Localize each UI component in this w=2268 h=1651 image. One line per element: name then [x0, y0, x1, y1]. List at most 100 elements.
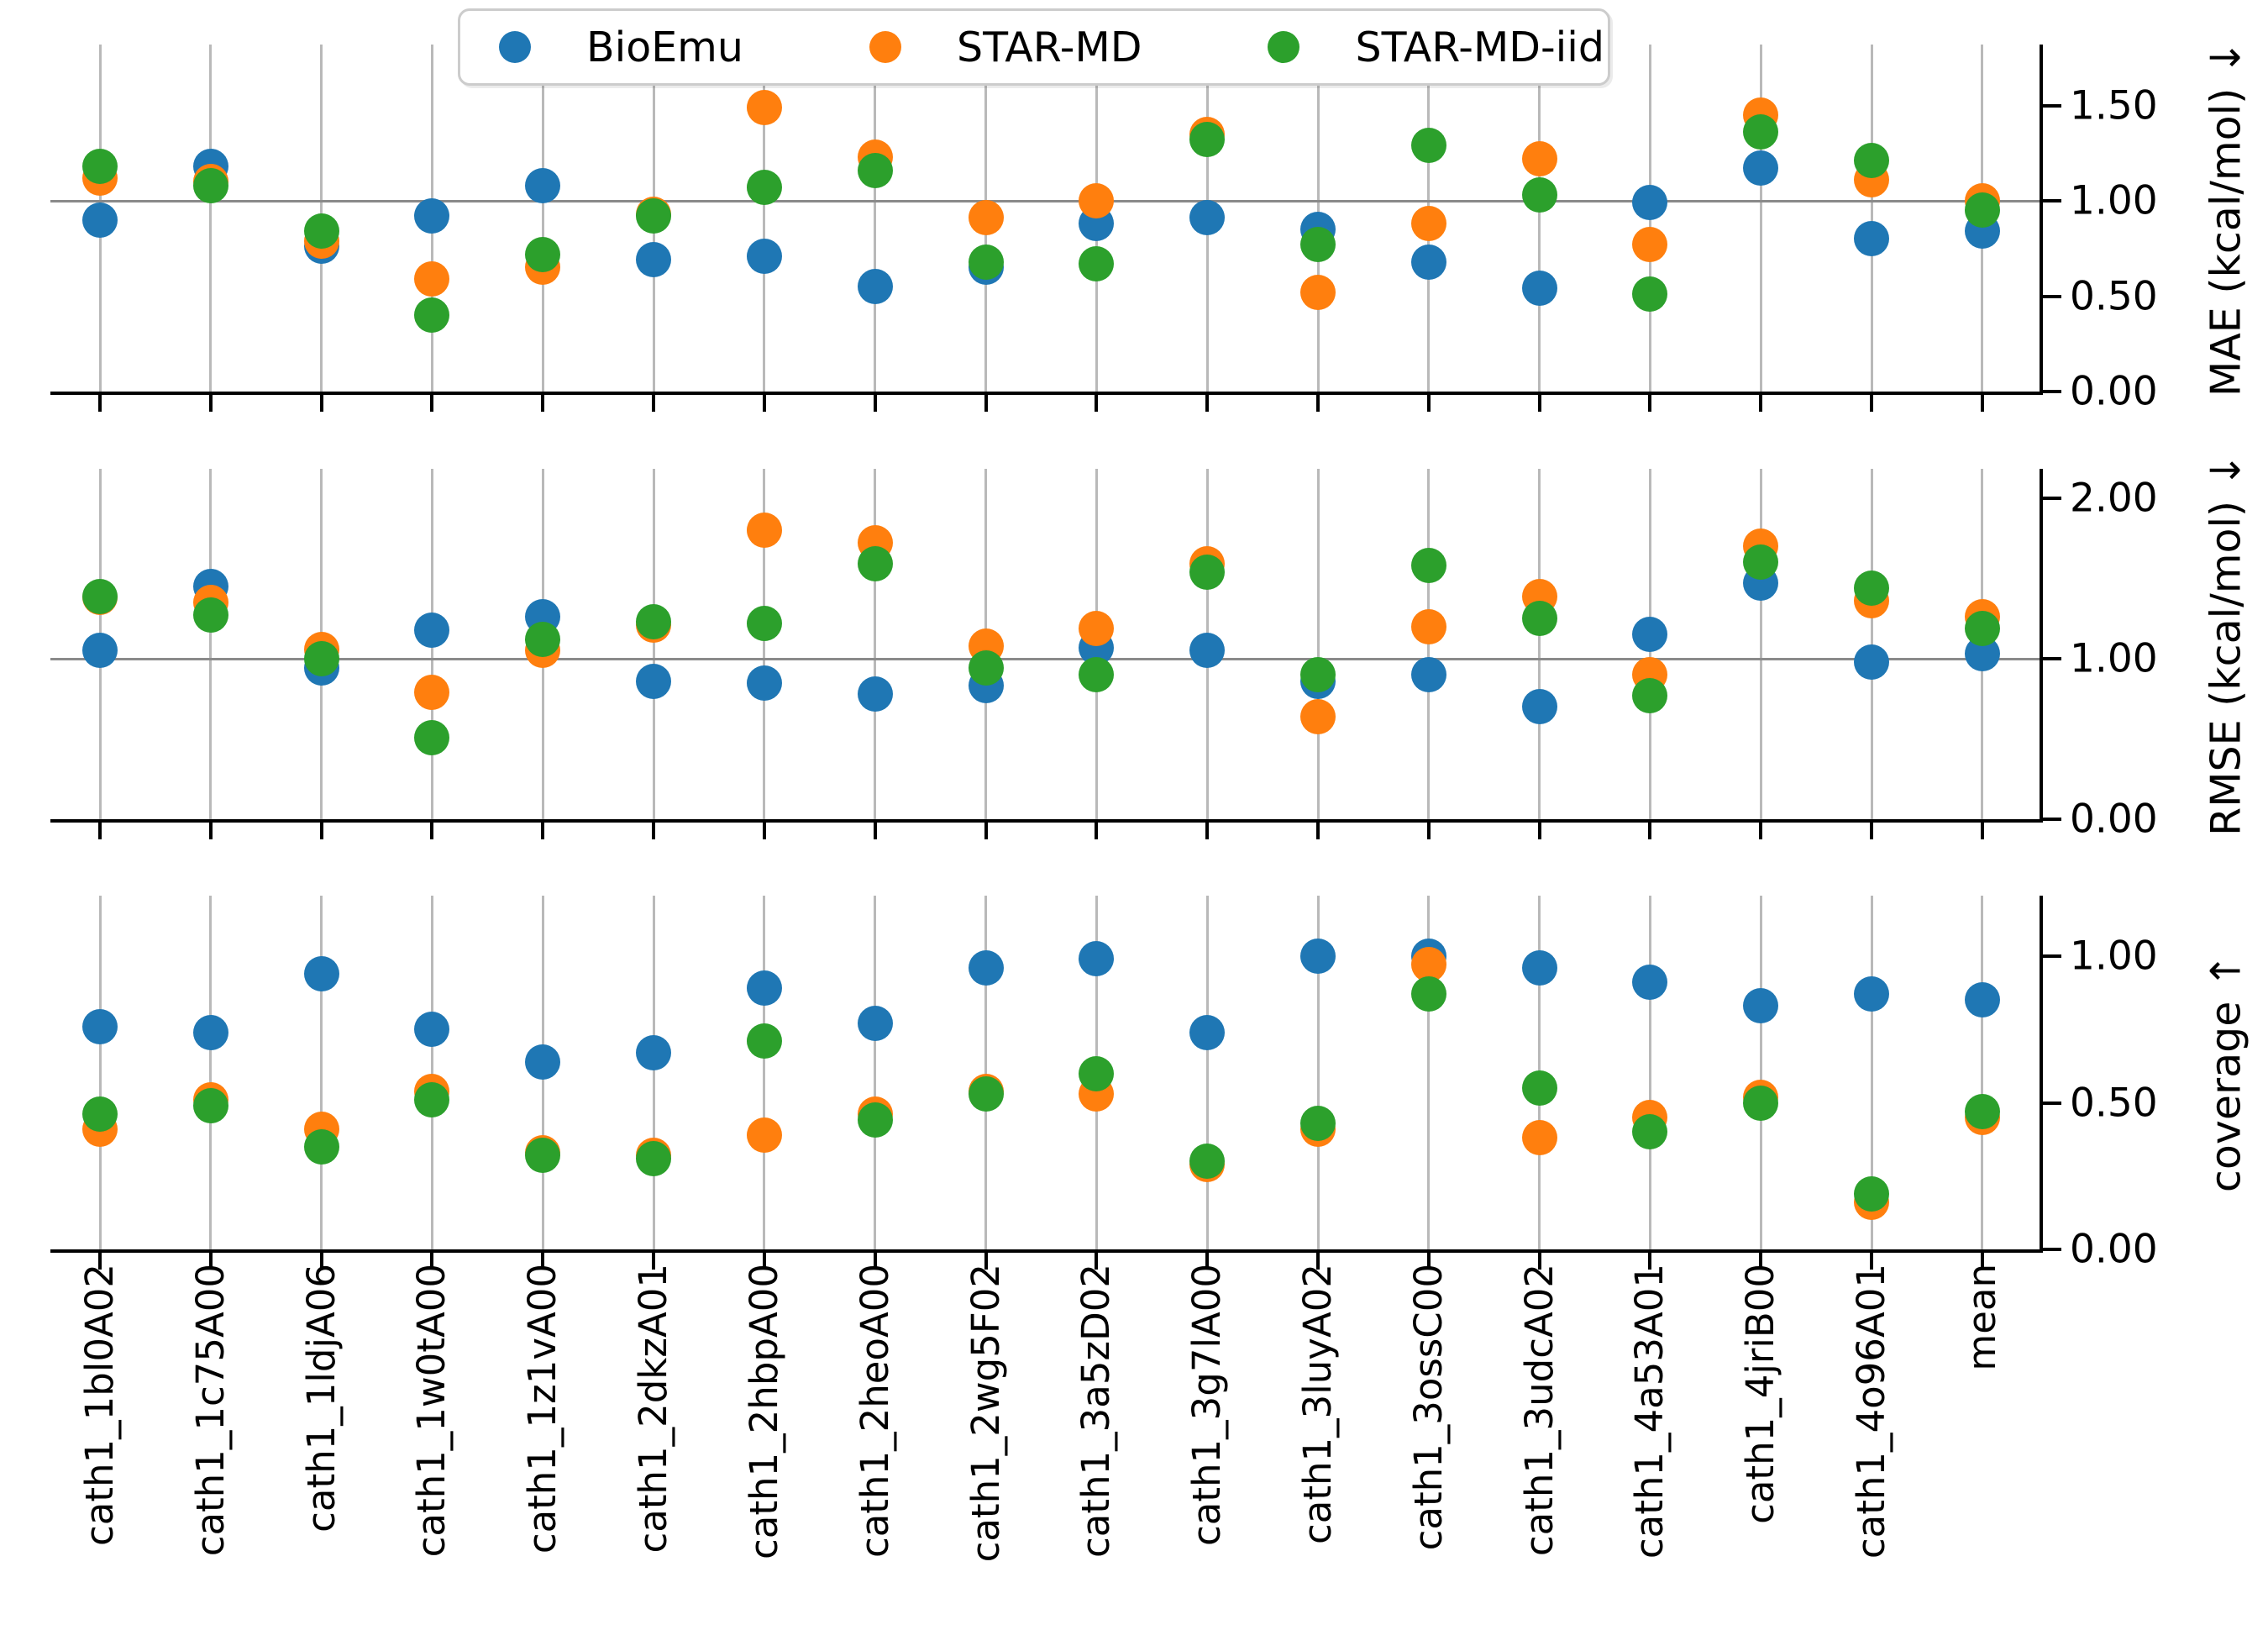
gridline	[209, 469, 213, 819]
x-tick	[762, 823, 766, 839]
data-point-star-md	[746, 513, 782, 549]
x-tick-label: cath1_1c75A00	[187, 1264, 233, 1557]
data-point-star-md-iid	[1854, 1175, 1890, 1212]
gridline	[1981, 896, 1984, 1249]
y-axis-spine	[2040, 896, 2043, 1253]
y-tick	[2043, 1248, 2061, 1251]
x-tick-label: cath1_2wg5F02	[963, 1264, 1008, 1563]
y-tick	[2043, 497, 2061, 500]
x-tick	[430, 395, 434, 412]
x-tick-label: mean	[1959, 1264, 2004, 1371]
x-tick	[208, 395, 213, 412]
x-tick-label: cath1_4a53A01	[1627, 1264, 1672, 1559]
data-point-star-md-iid	[82, 1096, 118, 1133]
reference-line	[50, 657, 2040, 660]
data-point-star-md-iid	[414, 719, 450, 755]
data-point-bioemu	[1632, 185, 1668, 221]
x-tick	[1095, 395, 1099, 412]
y-tick-label: 1.00	[2070, 933, 2158, 980]
y-axis-spine	[2040, 45, 2043, 395]
data-point-bioemu	[1743, 150, 1779, 187]
y-tick	[2043, 1101, 2061, 1105]
data-point-bioemu	[414, 612, 450, 648]
x-axis-spine	[50, 819, 2043, 823]
data-point-bioemu	[1521, 689, 1557, 725]
data-point-bioemu	[636, 663, 672, 699]
data-point-star-md	[1410, 206, 1446, 242]
data-point-star-md-iid	[1300, 227, 1336, 263]
y-tick-label: 0.00	[2070, 796, 2158, 843]
x-tick	[541, 1253, 545, 1270]
x-tick	[1205, 395, 1210, 412]
x-tick	[984, 823, 988, 839]
data-point-star-md	[746, 89, 782, 125]
data-point-star-md-iid	[1079, 1055, 1115, 1091]
y-tick-label: 2.00	[2070, 475, 2158, 522]
y-axis-label: MAE (kcal/mol) ↓	[2202, 39, 2250, 397]
data-point-star-md-iid	[1521, 177, 1557, 213]
gridline	[763, 469, 766, 819]
gridline	[1538, 469, 1541, 819]
x-tick	[762, 395, 766, 412]
star-md-iid-marker-icon	[1268, 31, 1300, 63]
x-tick	[873, 1253, 877, 1270]
data-point-star-md-iid	[857, 152, 893, 188]
gridline	[1427, 896, 1431, 1249]
gridline	[1205, 896, 1209, 1249]
x-tick	[1648, 823, 1652, 839]
x-tick	[762, 1253, 766, 1270]
bioemu-marker-icon	[499, 31, 531, 63]
x-tick	[319, 1253, 323, 1270]
y-tick-label: 0.00	[2070, 1226, 2158, 1273]
data-point-star-md-iid	[1410, 548, 1446, 584]
data-point-star-md	[1521, 1120, 1557, 1156]
x-tick-label: cath1_2dkzA01	[631, 1264, 676, 1554]
data-point-bioemu	[857, 676, 893, 712]
x-tick	[1537, 823, 1541, 839]
x-tick	[1980, 1253, 1984, 1270]
gridline	[1316, 896, 1320, 1249]
x-tick	[984, 395, 988, 412]
y-tick	[2043, 657, 2061, 660]
x-tick-label: cath1_1z1vA00	[520, 1264, 565, 1554]
data-point-star-md-iid	[857, 1102, 893, 1138]
x-tick	[430, 823, 434, 839]
data-point-star-md-iid	[192, 597, 228, 634]
data-point-star-md-iid	[1300, 1105, 1336, 1141]
x-tick-label: cath1_3ossC00	[1405, 1264, 1451, 1551]
y-tick	[2043, 954, 2061, 958]
x-tick-label: cath1_3luyA02	[1295, 1264, 1341, 1544]
y-tick-label: 0.50	[2070, 1080, 2158, 1126]
data-point-star-md-iid	[1189, 1144, 1226, 1180]
x-tick	[1205, 1253, 1210, 1270]
data-point-star-md-iid	[1189, 122, 1226, 158]
gridline	[1316, 469, 1320, 819]
y-tick	[2043, 390, 2061, 393]
data-point-star-md-iid	[192, 167, 228, 203]
data-point-bioemu	[1854, 644, 1890, 680]
data-point-bioemu	[1410, 657, 1446, 693]
gridline	[984, 896, 988, 1249]
x-tick	[98, 823, 102, 839]
data-point-bioemu	[1300, 939, 1336, 974]
x-tick	[873, 395, 877, 412]
gridline	[1759, 469, 1762, 819]
x-tick	[1980, 395, 1984, 412]
gridline	[209, 45, 213, 392]
x-tick	[208, 823, 213, 839]
x-tick-label: cath1_2heoA00	[852, 1264, 897, 1559]
data-point-bioemu	[303, 955, 339, 991]
data-point-bioemu	[82, 633, 118, 669]
data-point-star-md-iid	[525, 622, 561, 658]
x-tick-label: cath1_4jriB00	[1738, 1264, 1783, 1524]
data-point-bioemu	[1521, 949, 1557, 986]
y-tick-label: 1.50	[2070, 82, 2158, 129]
x-tick	[1537, 1253, 1541, 1270]
data-point-bioemu	[1079, 941, 1115, 977]
x-axis-spine	[50, 392, 2043, 395]
data-point-bioemu	[1521, 271, 1557, 307]
y-tick-label: 0.50	[2070, 273, 2158, 319]
data-point-star-md	[746, 1117, 782, 1153]
data-point-star-md-iid	[968, 1076, 1004, 1112]
